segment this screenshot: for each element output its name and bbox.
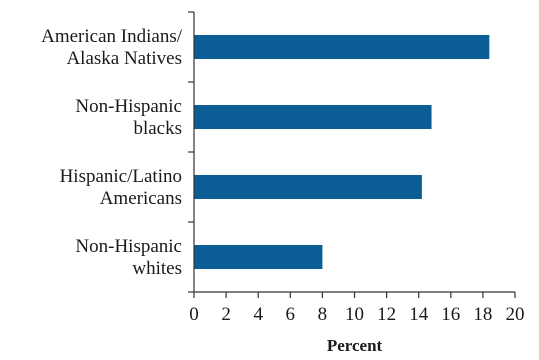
category-label: Hispanic/Latino Americans — [60, 166, 182, 209]
x-tick-label: 0 — [189, 304, 199, 325]
category-labels: American Indians/Alaska Natives Non-Hispa… — [41, 26, 183, 279]
category-label-line: blacks — [133, 118, 182, 139]
x-tick-label: 4 — [253, 304, 263, 325]
category-label: Non-Hispanic blacks — [75, 96, 182, 139]
category-label-line: Alaska Natives — [66, 48, 182, 69]
x-tick-label: 12 — [377, 304, 396, 325]
x-tick-label: 8 — [318, 304, 328, 325]
category-label-line: whites — [132, 258, 182, 279]
category-label: American Indians/Alaska Natives — [41, 26, 183, 69]
x-tick-label: 10 — [345, 304, 364, 325]
bar — [194, 175, 422, 199]
x-tick-label: 20 — [506, 304, 525, 325]
y-axis-ticks — [188, 11, 194, 293]
category-label: Non-Hispanic whites — [75, 236, 182, 279]
category-label-line: Hispanic/Latino — [60, 166, 182, 187]
x-axis-title: Percent — [327, 336, 383, 355]
x-axis-ticks: 0 2 4 6 8 10 12 14 16 18 20 — [189, 292, 525, 325]
bar — [194, 35, 490, 59]
bar — [194, 105, 432, 129]
x-tick-label: 6 — [286, 304, 296, 325]
x-tick-label: 14 — [409, 304, 429, 325]
x-tick-label: 2 — [221, 304, 231, 325]
category-label-line: Non-Hispanic — [75, 236, 182, 257]
bar — [194, 245, 323, 269]
bars — [194, 35, 490, 269]
x-tick-label: 16 — [441, 304, 460, 325]
category-label-line: Non-Hispanic — [75, 96, 182, 117]
category-label-line: Americans — [100, 188, 182, 209]
x-tick-label: 18 — [473, 304, 492, 325]
category-label-line: American Indians/ — [41, 26, 183, 47]
